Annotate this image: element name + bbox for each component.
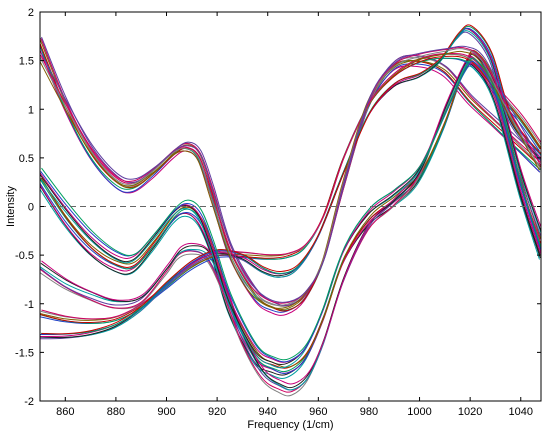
- series-line-g3-2: [40, 55, 541, 324]
- y-tick-label: 1: [28, 104, 34, 116]
- series-line-g4-4: [40, 27, 541, 336]
- series-line-g3-4: [40, 53, 541, 320]
- y-tick-label: -2: [24, 396, 34, 408]
- x-tick-label: 1000: [407, 406, 431, 418]
- x-tick-label: 940: [259, 406, 277, 418]
- series-line-g5-3: [41, 45, 541, 303]
- series-line-g2-0: [40, 61, 540, 397]
- x-tick-label: 960: [309, 406, 327, 418]
- series-line-g2-5: [41, 52, 541, 385]
- series-line-g5-0: [40, 50, 540, 309]
- x-tick-label: 920: [208, 406, 226, 418]
- x-tick-label: 1020: [458, 406, 482, 418]
- series-line-g5-1: [40, 48, 541, 306]
- series-line-g3-5: [41, 52, 541, 320]
- x-tick-label: 1040: [509, 406, 533, 418]
- y-tick-label: 0.5: [19, 153, 34, 165]
- series-line-g4-1: [40, 30, 541, 338]
- y-axis-ticks: 2 1.5 1 0.5 0 -0.5 -1 -1.5 -2: [15, 7, 541, 408]
- plot-lines: [40, 24, 541, 397]
- series-line-g0-1: [40, 44, 541, 313]
- y-axis-title: Intensity: [5, 186, 17, 227]
- x-tick-label: 860: [56, 406, 74, 418]
- y-tick-label: 1.5: [19, 56, 34, 68]
- x-tick-label: 880: [107, 406, 125, 418]
- y-tick-label: -1: [24, 299, 34, 311]
- x-tick-label: 980: [360, 406, 378, 418]
- series-line-g4-5: [40, 25, 541, 335]
- y-tick-label: -0.5: [15, 250, 34, 262]
- x-axis-title: Frequency (1/cm): [247, 419, 333, 431]
- y-tick-label: 0: [28, 202, 34, 214]
- series-line-g0-0: [40, 48, 540, 316]
- series-line-g4-6: [41, 24, 541, 335]
- x-axis-ticks: 860 880 900 920 940 960 980 1000 1020 1040: [56, 12, 533, 418]
- series-line-g6-4: [41, 57, 541, 361]
- series-line-g0-4: [40, 39, 541, 310]
- y-tick-label: 2: [28, 7, 34, 19]
- series-line-g5-2: [40, 47, 541, 304]
- y-tick-label: -1.5: [15, 347, 34, 359]
- x-tick-label: 900: [157, 406, 175, 418]
